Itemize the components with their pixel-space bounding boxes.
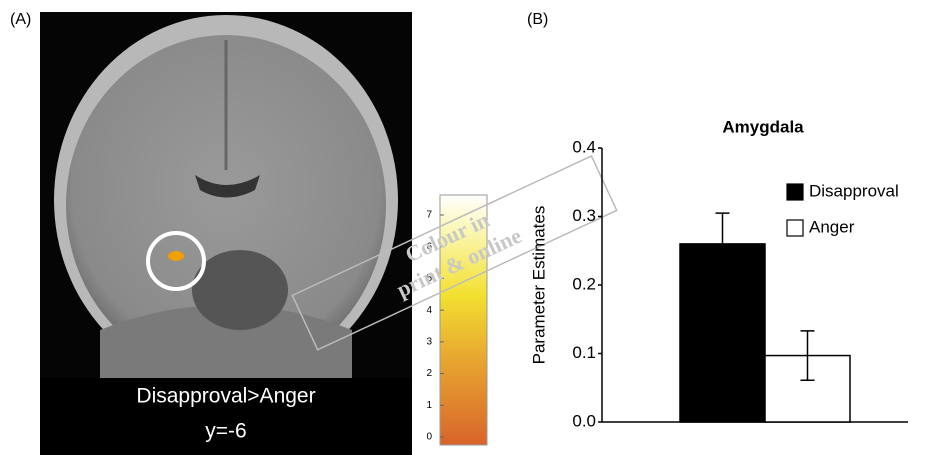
caption: y=-6 (205, 420, 246, 443)
figure: (A) (B) Disapproval>Anger y=-6 01234567 … (0, 0, 934, 455)
error-bar (716, 213, 730, 244)
colorbar-tick-label: 2 (426, 368, 432, 379)
caption: Disapproval>Anger (136, 385, 315, 408)
y-tick-label: 0.3 (572, 206, 596, 225)
chart-title: Amygdala (722, 117, 804, 136)
legend-label: Disapproval (809, 181, 899, 200)
legend-label: Anger (809, 217, 855, 236)
y-tick-label: 0.2 (572, 274, 596, 293)
legend-swatch (787, 184, 803, 200)
bar (680, 244, 765, 422)
legend-swatch (787, 220, 803, 236)
colorbar-tick-label: 1 (426, 400, 432, 411)
page: (A) (B) Disapproval>Anger y=-6 01234567 … (0, 0, 934, 455)
y-tick-label: 0.1 (572, 343, 596, 362)
brain-image: Disapproval>Anger y=-6 (40, 12, 412, 455)
colorbar-tick-label: 7 (426, 210, 432, 221)
colorbar-tick-label: 3 (426, 336, 432, 347)
panel-label: (A) (10, 11, 31, 28)
y-axis-label: Parameter Estimates (529, 206, 548, 365)
panel-label: (B) (527, 11, 548, 28)
y-tick-label: 0.4 (572, 137, 596, 156)
colorbar-tick-label: 0 (426, 432, 432, 443)
colorbar-tick-label: 4 (426, 305, 432, 316)
y-tick-label: 0.0 (572, 411, 596, 430)
